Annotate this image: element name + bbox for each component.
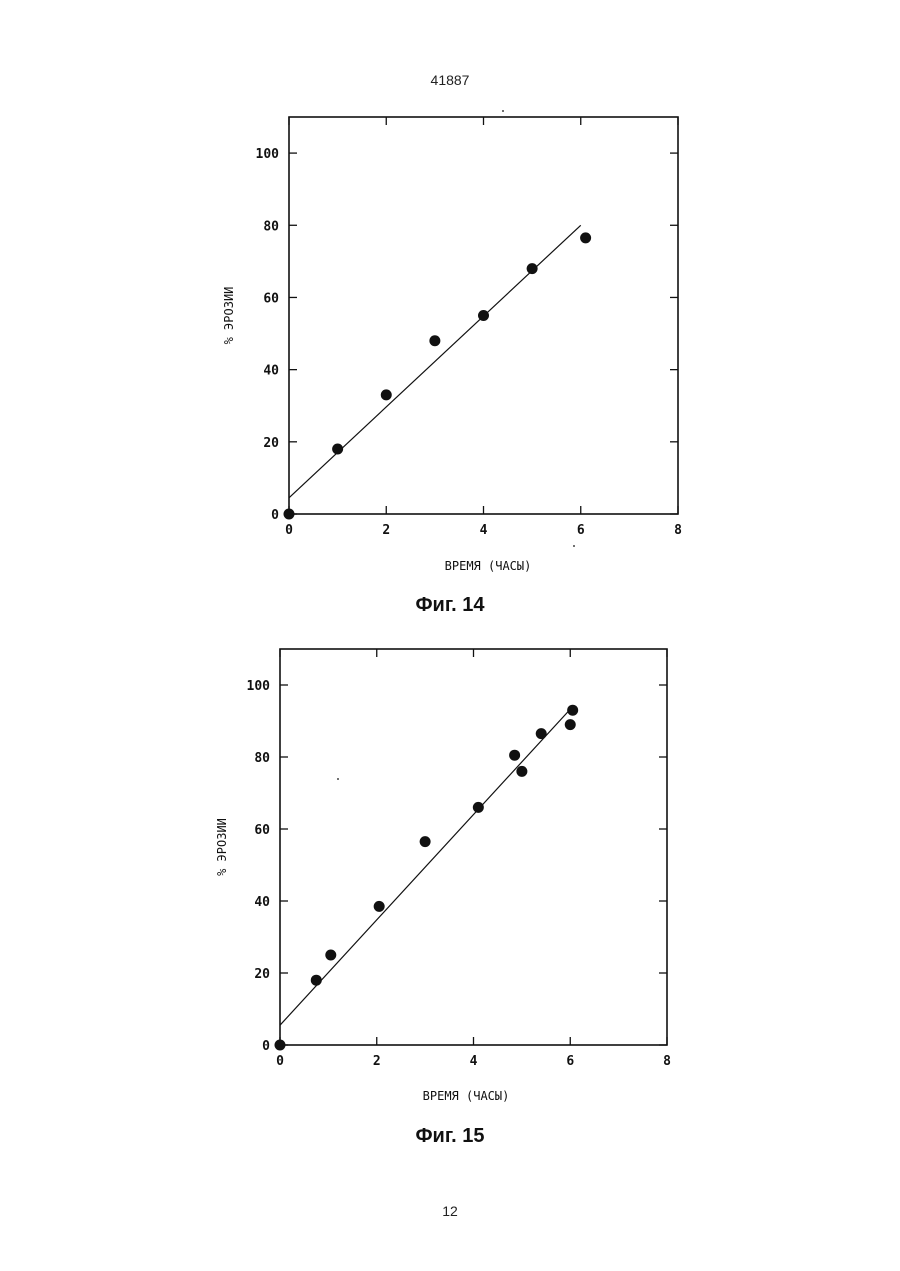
figure-caption-15: Фиг. 15 — [0, 1125, 900, 1148]
scan-speck — [337, 778, 339, 780]
data-point — [536, 728, 547, 739]
x-tick-label: 0 — [285, 523, 293, 538]
data-point — [381, 389, 392, 400]
data-point — [420, 836, 431, 847]
x-tick-label: 8 — [674, 523, 682, 538]
page-number-header: 41887 — [0, 72, 900, 88]
figure-caption-14: Фиг. 14 — [0, 594, 900, 617]
x-tick-label: 0 — [276, 1054, 284, 1069]
scan-speck — [573, 545, 575, 547]
y-tick-label: 20 — [254, 967, 270, 982]
x-axis-label: ВРЕМЯ (ЧАСЫ) — [445, 559, 532, 573]
plot-frame — [280, 649, 667, 1045]
x-tick-label: 2 — [382, 523, 390, 538]
x-tick-label: 2 — [373, 1054, 381, 1069]
x-tick-label: 8 — [663, 1054, 671, 1069]
y-tick-label: 80 — [254, 751, 270, 766]
data-point — [284, 509, 295, 520]
y-tick-label: 40 — [263, 364, 279, 379]
data-point — [565, 719, 576, 730]
data-point — [325, 950, 336, 961]
data-point — [478, 310, 489, 321]
y-tick-label: 60 — [263, 291, 279, 306]
data-point — [275, 1040, 286, 1051]
y-tick-label: 100 — [247, 679, 271, 694]
data-point — [473, 802, 484, 813]
data-point — [516, 766, 527, 777]
erosion-chart-fig15: 02468020406080100ВРЕМЯ (ЧАСЫ)% ЭРОЗИИ — [0, 634, 900, 1114]
erosion-chart-fig14: 02468020406080100ВРЕМЯ (ЧАСЫ)% ЭРОЗИИ — [0, 100, 900, 580]
y-tick-label: 100 — [256, 147, 280, 162]
data-point — [509, 750, 520, 761]
x-tick-label: 6 — [577, 523, 585, 538]
y-tick-label: 0 — [262, 1039, 270, 1054]
x-tick-label: 4 — [470, 1054, 478, 1069]
scan-speck — [502, 110, 504, 112]
data-point — [527, 263, 538, 274]
page-number-footer: 12 — [0, 1203, 900, 1219]
y-tick-label: 40 — [254, 895, 270, 910]
data-point — [429, 335, 440, 346]
y-tick-label: 20 — [263, 436, 279, 451]
x-tick-label: 6 — [566, 1054, 574, 1069]
fit-line — [280, 707, 573, 1026]
x-tick-label: 4 — [480, 523, 488, 538]
x-axis-label: ВРЕМЯ (ЧАСЫ) — [423, 1089, 510, 1103]
y-tick-label: 0 — [271, 508, 279, 523]
data-point — [311, 975, 322, 986]
data-point — [567, 705, 578, 716]
y-axis-label: % ЭРОЗИИ — [215, 818, 229, 876]
data-point — [374, 901, 385, 912]
data-point — [332, 444, 343, 455]
y-tick-label: 80 — [263, 219, 279, 234]
data-point — [580, 232, 591, 243]
y-tick-label: 60 — [254, 823, 270, 838]
y-axis-label: % ЭРОЗИИ — [222, 287, 236, 345]
